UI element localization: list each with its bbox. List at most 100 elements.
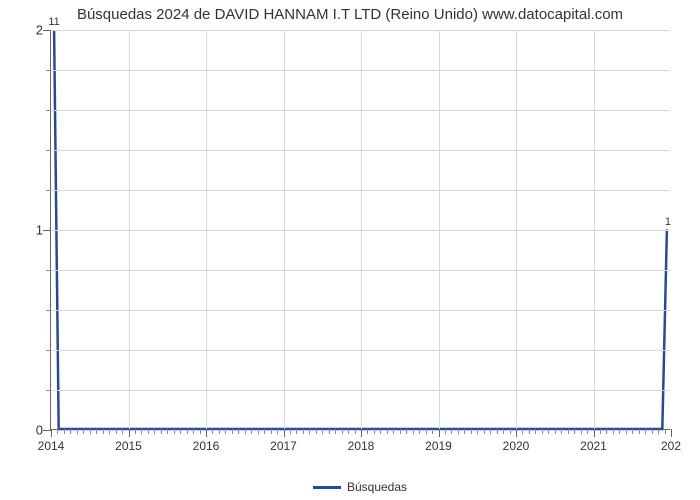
x-minor-tick	[238, 429, 239, 434]
x-minor-tick	[400, 429, 401, 434]
gridline-horizontal-minor	[51, 70, 670, 71]
x-minor-tick	[167, 429, 168, 434]
x-minor-tick	[109, 429, 110, 434]
x-minor-tick	[367, 429, 368, 434]
x-minor-tick	[135, 429, 136, 434]
x-minor-tick	[116, 429, 117, 434]
x-minor-tick	[535, 429, 536, 434]
x-tick-label: 2019	[425, 439, 452, 453]
x-major-tick	[206, 429, 207, 437]
x-minor-tick	[187, 429, 188, 434]
x-minor-tick	[380, 429, 381, 434]
x-minor-tick	[83, 429, 84, 434]
x-minor-tick	[413, 429, 414, 434]
x-minor-tick	[64, 429, 65, 434]
x-minor-tick	[497, 429, 498, 434]
x-minor-tick	[193, 429, 194, 434]
x-major-tick	[516, 429, 517, 437]
gridline-horizontal	[51, 230, 670, 231]
x-minor-tick	[245, 429, 246, 434]
x-minor-tick	[154, 429, 155, 434]
x-tick-label: 2021	[580, 439, 607, 453]
legend-label: Búsquedas	[347, 480, 407, 494]
x-minor-tick	[200, 429, 201, 434]
y-tick-label: 2	[21, 23, 43, 38]
x-minor-tick	[355, 429, 356, 434]
x-minor-tick	[290, 429, 291, 434]
x-minor-tick	[322, 429, 323, 434]
x-minor-tick	[445, 429, 446, 434]
x-minor-tick	[555, 429, 556, 434]
x-minor-tick	[219, 429, 220, 434]
x-minor-tick	[471, 429, 472, 434]
y-minor-tick	[46, 70, 51, 71]
x-minor-tick	[264, 429, 265, 434]
data-point-label: 11	[48, 16, 59, 28]
x-minor-tick	[374, 429, 375, 434]
x-minor-tick	[122, 429, 123, 434]
gridline-horizontal-minor	[51, 270, 670, 271]
y-minor-tick	[46, 150, 51, 151]
x-minor-tick	[180, 429, 181, 434]
x-minor-tick	[645, 429, 646, 434]
y-tick-label: 0	[21, 423, 43, 438]
x-tick-label: 2016	[193, 439, 220, 453]
x-minor-tick	[258, 429, 259, 434]
x-minor-tick	[57, 429, 58, 434]
y-tick-label: 1	[21, 223, 43, 238]
x-minor-tick	[658, 429, 659, 434]
x-minor-tick	[561, 429, 562, 434]
x-major-tick	[129, 429, 130, 437]
legend: Búsquedas	[50, 480, 670, 494]
x-minor-tick	[251, 429, 252, 434]
y-minor-tick	[46, 350, 51, 351]
gridline-horizontal-minor	[51, 310, 670, 311]
x-tick-label: 202	[661, 439, 681, 453]
x-minor-tick	[503, 429, 504, 434]
x-minor-tick	[342, 429, 343, 434]
gridline-horizontal-minor	[51, 350, 670, 351]
x-minor-tick	[652, 429, 653, 434]
legend-swatch	[313, 486, 341, 489]
x-major-tick	[284, 429, 285, 437]
x-minor-tick	[477, 429, 478, 434]
chart-title: Búsquedas 2024 de DAVID HANNAM I.T LTD (…	[0, 0, 700, 23]
x-tick-label: 2017	[270, 439, 297, 453]
y-minor-tick	[46, 270, 51, 271]
x-minor-tick	[70, 429, 71, 434]
x-minor-tick	[296, 429, 297, 434]
gridline-horizontal	[51, 30, 670, 31]
x-minor-tick	[490, 429, 491, 434]
x-minor-tick	[574, 429, 575, 434]
x-minor-tick	[581, 429, 582, 434]
x-minor-tick	[348, 429, 349, 434]
x-minor-tick	[225, 429, 226, 434]
x-minor-tick	[309, 429, 310, 434]
y-major-tick	[43, 30, 51, 31]
x-minor-tick	[587, 429, 588, 434]
x-minor-tick	[484, 429, 485, 434]
x-minor-tick	[387, 429, 388, 434]
y-minor-tick	[46, 110, 51, 111]
x-major-tick	[51, 429, 52, 437]
x-minor-tick	[568, 429, 569, 434]
x-minor-tick	[148, 429, 149, 434]
y-minor-tick	[46, 190, 51, 191]
x-minor-tick	[329, 429, 330, 434]
x-minor-tick	[510, 429, 511, 434]
x-minor-tick	[77, 429, 78, 434]
x-minor-tick	[606, 429, 607, 434]
x-minor-tick	[141, 429, 142, 434]
x-minor-tick	[632, 429, 633, 434]
gridline-horizontal-minor	[51, 190, 670, 191]
chart-plot-area: 2014201520162017201820192020202120201211…	[50, 30, 670, 430]
x-minor-tick	[464, 429, 465, 434]
x-major-tick	[594, 429, 595, 437]
x-tick-label: 2018	[348, 439, 375, 453]
y-major-tick	[43, 230, 51, 231]
x-minor-tick	[458, 429, 459, 434]
x-minor-tick	[426, 429, 427, 434]
x-minor-tick	[277, 429, 278, 434]
x-minor-tick	[212, 429, 213, 434]
x-minor-tick	[548, 429, 549, 434]
